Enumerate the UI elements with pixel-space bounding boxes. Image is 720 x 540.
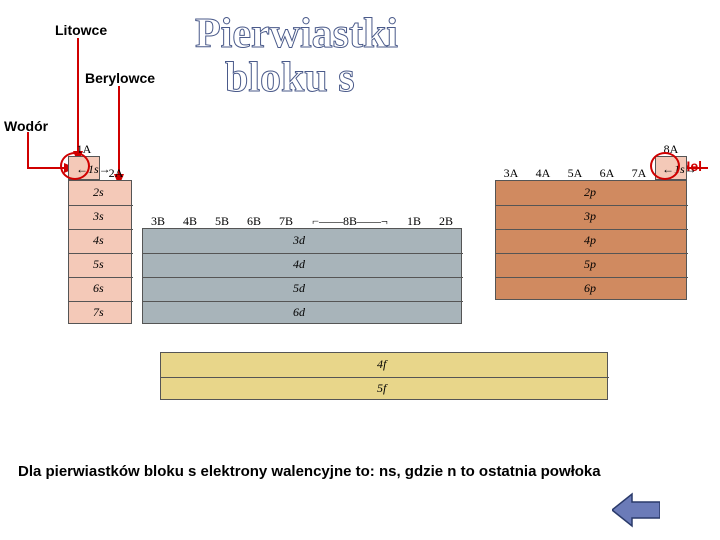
group-6a: 6A bbox=[591, 166, 623, 181]
orbital-3s: 3s bbox=[93, 209, 104, 224]
periodic-table: 1A 2A 8A ←1s→ ←1s→ 2s 3s 4s 5s 6s 7s 3B … bbox=[30, 142, 690, 422]
page-title-line2: bloku s bbox=[225, 56, 355, 100]
group-7b: 7B bbox=[270, 214, 302, 229]
s-block: 2s 3s 4s 5s 6s 7s bbox=[68, 180, 132, 324]
group-6b: 6B bbox=[238, 214, 270, 229]
orbital-4d: 4d bbox=[293, 257, 305, 272]
group-1b: 1B bbox=[398, 214, 430, 229]
orbital-2s: 2s bbox=[93, 185, 104, 200]
orbital-5s: 5s bbox=[93, 257, 104, 272]
orbital-4p: 4p bbox=[584, 233, 596, 248]
orbital-7s: 7s bbox=[93, 305, 104, 320]
orbital-6p: 6p bbox=[584, 281, 596, 296]
group-4a: 4A bbox=[527, 166, 559, 181]
litowce-label: Litowce bbox=[55, 22, 107, 38]
group-4b: 4B bbox=[174, 214, 206, 229]
group-3a: 3A bbox=[495, 166, 527, 181]
berylowce-label: Berylowce bbox=[85, 70, 155, 86]
orbital-5p: 5p bbox=[584, 257, 596, 272]
hydrogen-circle bbox=[60, 152, 90, 180]
p-block: 2p 3p 4p 5p 6p bbox=[495, 180, 687, 300]
helium-circle bbox=[650, 152, 680, 180]
group-3b: 3B bbox=[142, 214, 174, 229]
group-2b: 2B bbox=[430, 214, 462, 229]
back-arrow-icon bbox=[612, 492, 660, 528]
orbital-6d: 6d bbox=[293, 305, 305, 320]
orbital-2p: 2p bbox=[584, 185, 596, 200]
group-5b: 5B bbox=[206, 214, 238, 229]
orbital-5d: 5d bbox=[293, 281, 305, 296]
orbital-6s: 6s bbox=[93, 281, 104, 296]
page-title-line1: Pierwiastki bbox=[195, 12, 398, 56]
orbital-4s: 4s bbox=[93, 233, 104, 248]
group-5a: 5A bbox=[559, 166, 591, 181]
d-block: 3d 4d 5d 6d bbox=[142, 228, 462, 324]
orbital-3d: 3d bbox=[293, 233, 305, 248]
orbital-5f: 5f bbox=[377, 381, 386, 396]
back-button[interactable] bbox=[612, 492, 660, 528]
f-block: 4f 5f bbox=[160, 352, 608, 400]
group-8b: ⌐——8B——¬ bbox=[302, 214, 398, 229]
footer-text: Dla pierwiastków bloku s elektrony walen… bbox=[18, 463, 702, 480]
orbital-3p: 3p bbox=[584, 209, 596, 224]
orbital-4f: 4f bbox=[377, 357, 386, 372]
